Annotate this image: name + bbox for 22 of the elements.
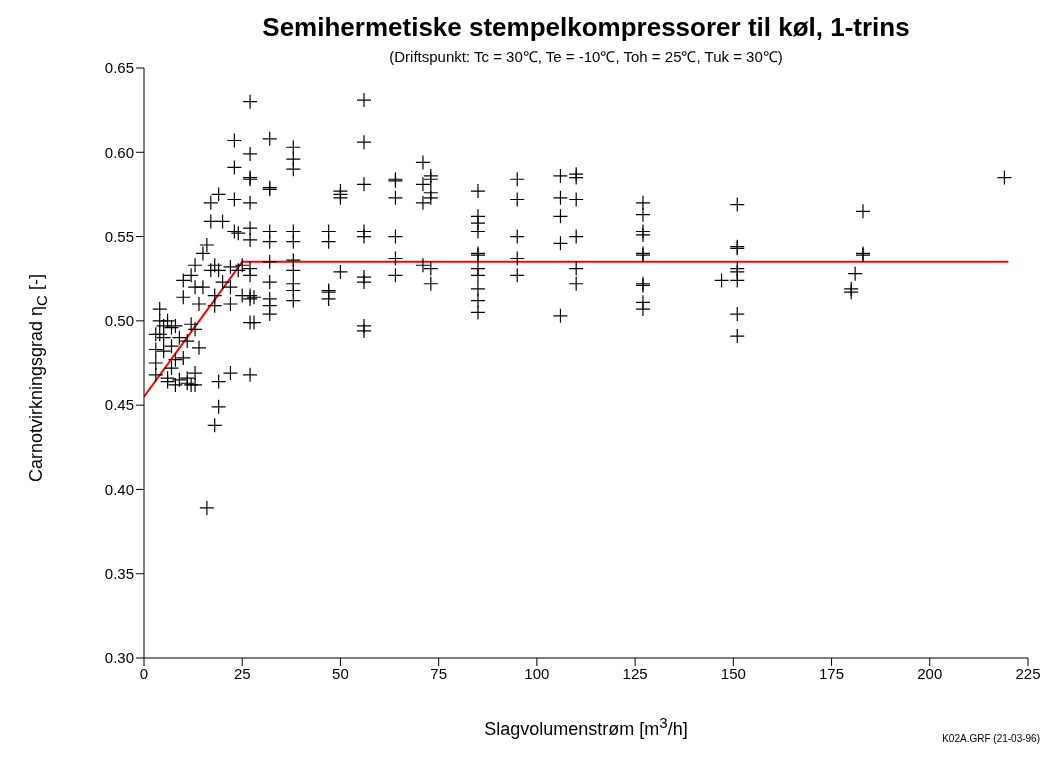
y-tick-label: 0.55 [104,227,134,245]
x-axis-title: Slagvolumenstrøm [m$^{3}$/h] [484,714,688,739]
x-tick-label: 50 [332,664,349,682]
text: K02A.GRF (21-03-96) [942,733,1040,744]
x-tick-label: 200 [917,664,943,682]
y-tick-label: 0.50 [104,312,134,330]
y-tick-label: 0.45 [104,396,134,414]
y-tick-label: 0.35 [104,565,134,583]
x-tick-label: 175 [819,664,845,682]
x-tick-label: 100 [524,664,550,682]
x-tick-label: 225 [1015,664,1041,682]
chart-title: Semihermetiske stempelkompressorer til køl, 1-trins [261,12,911,43]
y-tick-label: 0.65 [104,59,134,77]
chart-subtitle: (Driftspunkt: Tc = 30℃, Te = -10℃, Toh = 25℃, Tuk = 30℃) [388,47,784,66]
x-tick-label: 150 [720,664,746,682]
x-tick-label: 125 [622,664,648,682]
x-tick-label: 25 [233,664,251,682]
x-tick-label: 75 [430,664,448,682]
y-tick-label: 0.40 [104,480,134,498]
y-tick-label: 0.60 [104,143,134,161]
x-tick-label: 0 [139,664,149,682]
y-tick-label: 0.30 [104,649,134,667]
